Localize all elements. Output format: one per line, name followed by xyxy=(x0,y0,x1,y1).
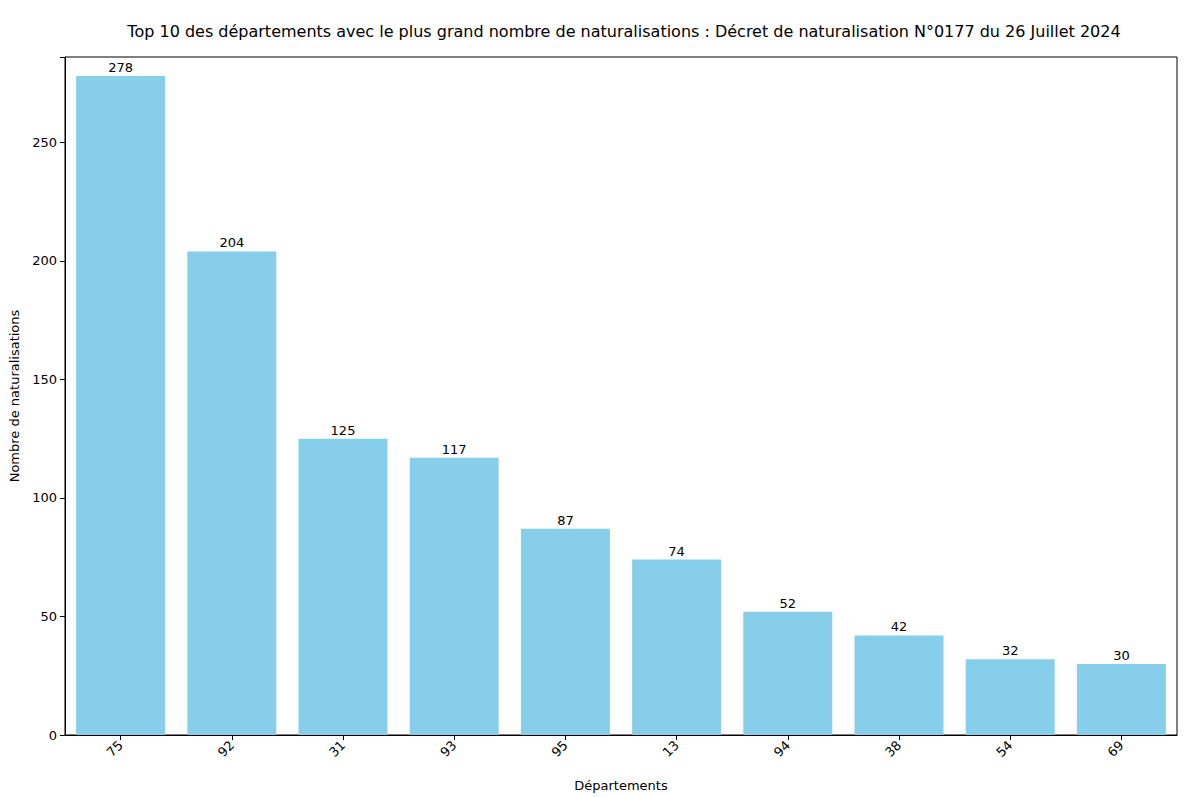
svg-text:278: 278 xyxy=(108,60,133,75)
svg-text:Nombre de naturalisations: Nombre de naturalisations xyxy=(7,309,22,482)
svg-text:30: 30 xyxy=(1113,648,1130,663)
svg-text:93: 93 xyxy=(437,738,459,760)
svg-text:92: 92 xyxy=(215,738,237,760)
svg-text:Départements: Départements xyxy=(574,778,668,793)
svg-text:200: 200 xyxy=(32,253,57,268)
svg-text:100: 100 xyxy=(32,490,57,505)
svg-text:250: 250 xyxy=(32,135,57,150)
svg-text:95: 95 xyxy=(548,738,570,760)
svg-text:74: 74 xyxy=(668,544,685,559)
svg-text:42: 42 xyxy=(891,619,908,634)
svg-text:117: 117 xyxy=(442,442,467,457)
svg-text:87: 87 xyxy=(557,513,574,528)
svg-text:75: 75 xyxy=(104,738,126,760)
svg-text:31: 31 xyxy=(326,738,348,760)
svg-text:125: 125 xyxy=(331,423,356,438)
svg-text:94: 94 xyxy=(771,738,793,760)
svg-text:50: 50 xyxy=(40,609,57,624)
svg-text:Top 10 des départements avec l: Top 10 des départements avec le plus gra… xyxy=(126,22,1120,41)
svg-text:32: 32 xyxy=(1002,643,1019,658)
svg-text:52: 52 xyxy=(780,596,797,611)
svg-text:0: 0 xyxy=(49,728,57,743)
svg-text:13: 13 xyxy=(660,738,682,760)
svg-text:38: 38 xyxy=(882,738,904,760)
svg-text:69: 69 xyxy=(1104,738,1126,760)
svg-text:150: 150 xyxy=(32,372,57,387)
svg-text:54: 54 xyxy=(993,738,1015,760)
svg-text:204: 204 xyxy=(219,235,244,250)
